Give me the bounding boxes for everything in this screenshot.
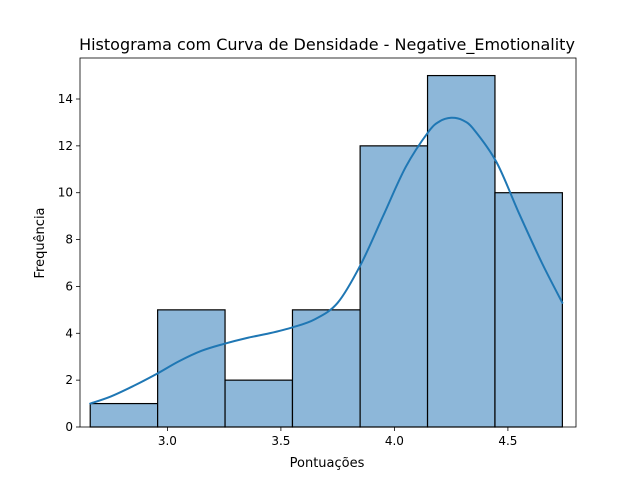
density-curve <box>89 116 564 405</box>
histogram-bars <box>89 74 563 428</box>
x-axis-ticks: 3.0 3.5 4.0 4.5 <box>158 427 517 448</box>
x-tick-label: 4.0 <box>385 434 404 448</box>
x-axis-label: Pontuações <box>290 456 365 471</box>
histogram-bar <box>359 145 429 428</box>
y-tick-label: 4 <box>65 326 73 340</box>
x-tick-label: 3.5 <box>271 434 290 448</box>
y-tick-label: 8 <box>65 233 73 247</box>
y-tick-label: 12 <box>58 139 73 153</box>
y-tick-label: 6 <box>65 279 73 293</box>
chart-title: Histograma com Curva de Densidade - Nega… <box>79 35 575 55</box>
y-axis-label: Frequência <box>33 207 48 278</box>
y-tick-label: 14 <box>58 92 73 106</box>
histogram-bar <box>157 309 226 428</box>
histogram-bar <box>89 402 159 428</box>
histogram-bar <box>494 192 563 428</box>
x-tick-label: 3.0 <box>158 434 177 448</box>
x-tick-label: 4.5 <box>498 434 517 448</box>
y-tick-label: 0 <box>65 420 73 434</box>
y-tick-label: 10 <box>58 186 73 200</box>
histogram-bar <box>426 74 496 428</box>
histogram-bar <box>224 379 294 428</box>
y-axis-ticks: 0 2 4 6 8 10 12 14 <box>58 92 80 434</box>
plot-frame <box>79 57 577 428</box>
y-tick-label: 2 <box>65 373 73 387</box>
histogram-bar <box>291 309 361 428</box>
